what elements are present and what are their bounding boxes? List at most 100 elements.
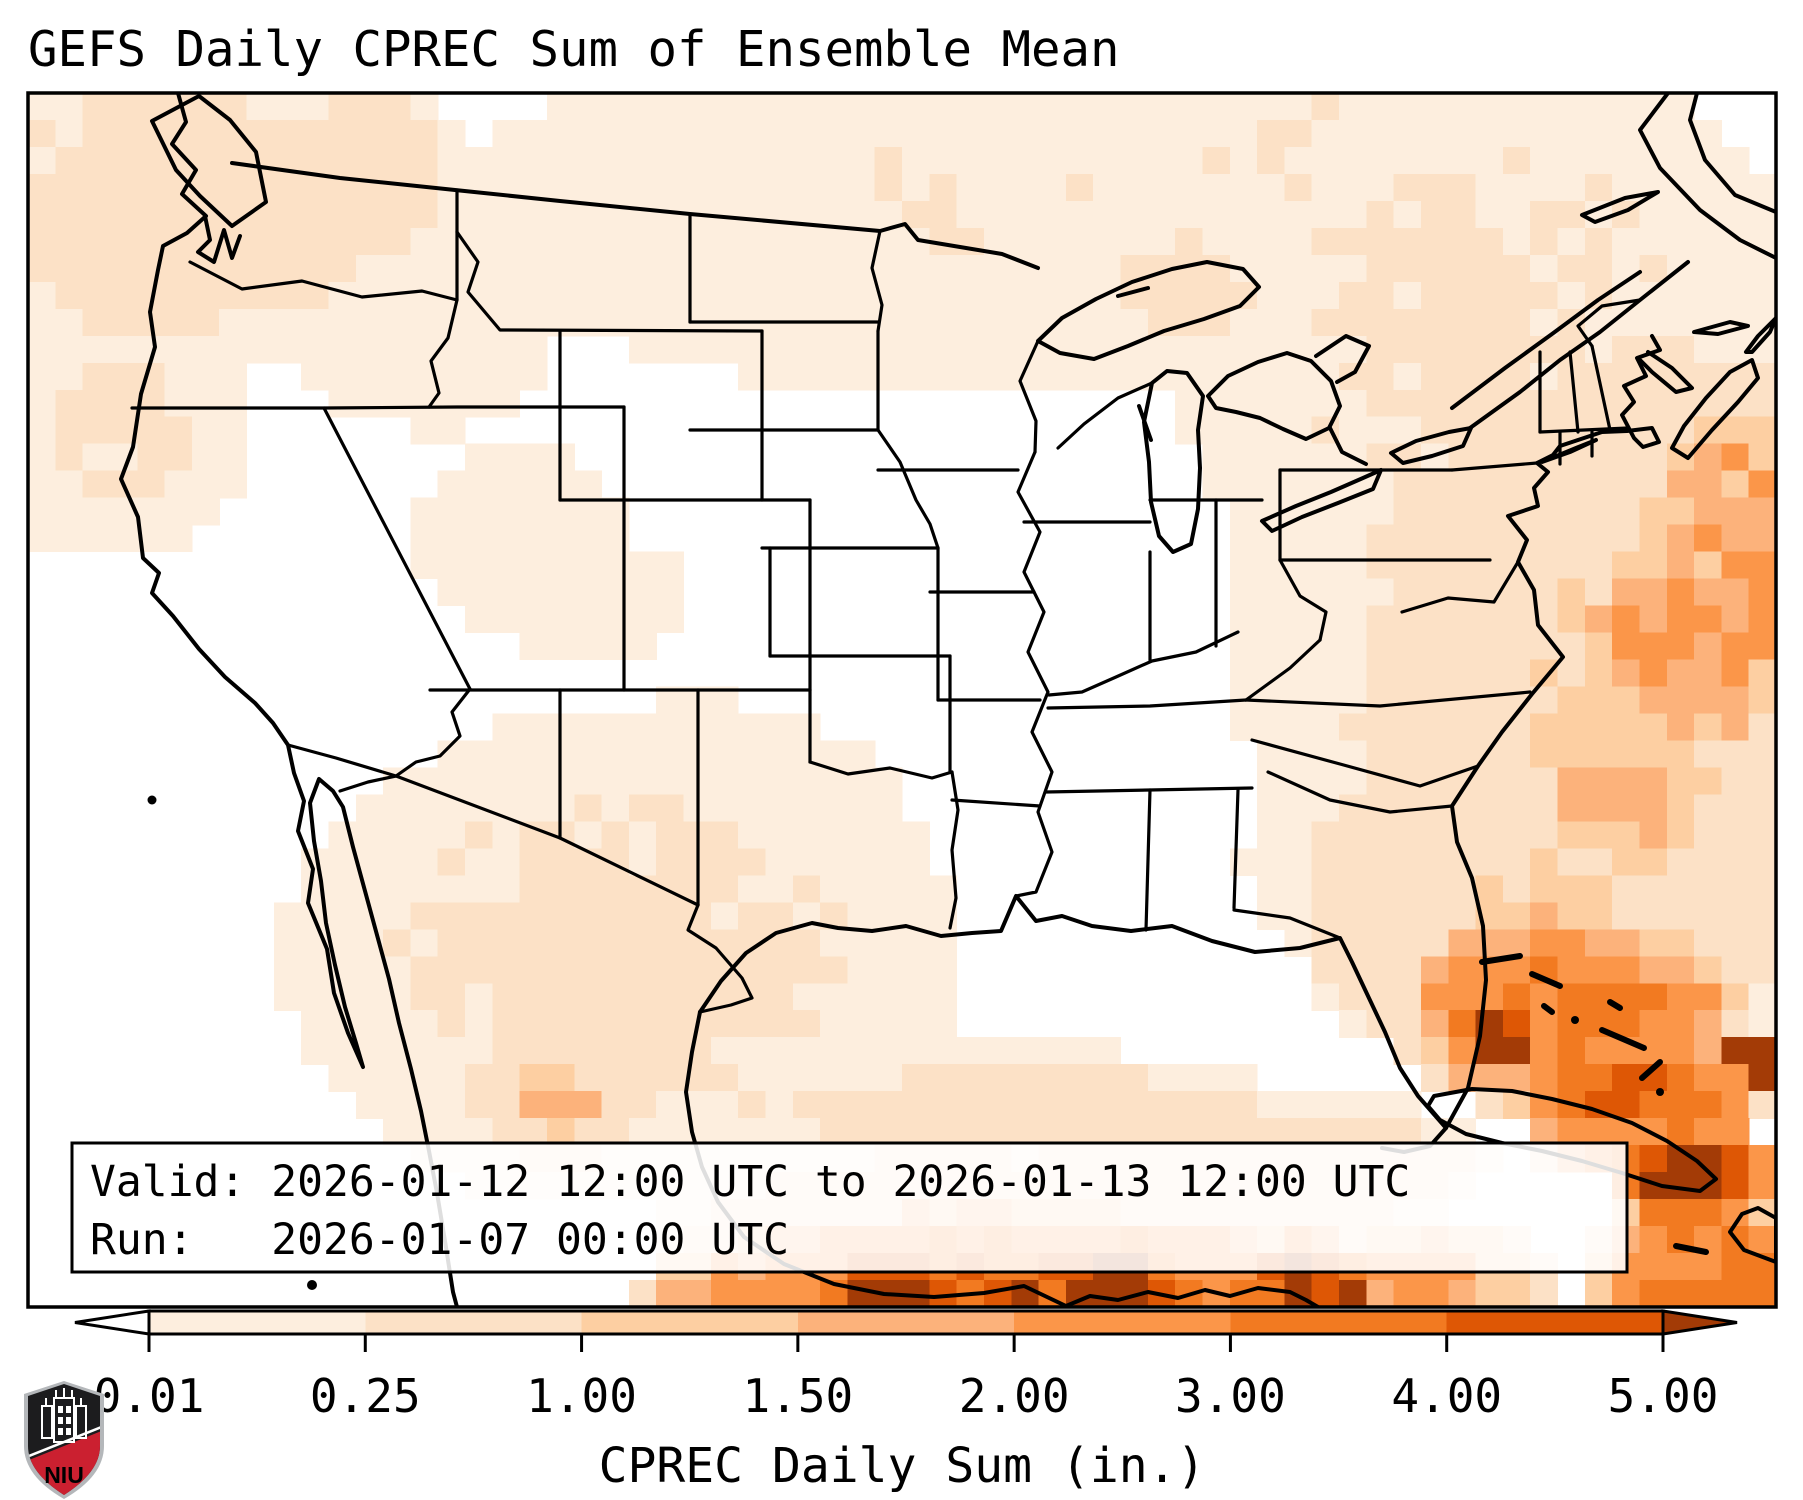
precip-cell [383,254,411,283]
precip-cell [1666,902,1695,930]
precip-cell [1393,902,1422,930]
precip-cell [1721,1253,1750,1281]
precip-cell [1557,605,1586,634]
hispaniola [1728,1206,1776,1264]
precip-cell [273,902,302,930]
precip-cell [164,470,193,499]
precip-cell [1557,1118,1586,1146]
precip-cell [1475,821,1504,849]
precip-cell [1393,362,1422,391]
precip-cell [1202,416,1231,445]
precip-cell [847,902,876,930]
precip-cell [874,767,903,795]
precip-cell [55,524,84,553]
precip-cell [1694,767,1722,795]
precip-cell [1694,524,1722,553]
precip-cell [1448,713,1477,742]
precip-cell [546,524,575,553]
precip-cell [710,713,739,742]
precip-cell [1120,93,1149,121]
precip-cell [1448,821,1477,849]
precip-cell [1038,200,1067,229]
precip-cell [1557,686,1586,715]
precip-cell [164,335,193,364]
precip-cell [1448,902,1477,930]
precip-cell [1612,848,1640,876]
precip-cell [1721,794,1750,822]
precip-cell [656,335,685,364]
precip-cell [1475,227,1504,256]
precip-cell [1311,713,1340,742]
precip-cell [1666,1118,1695,1146]
precip-cell [1475,497,1504,526]
precip-cell [902,875,930,903]
precip-cell [109,308,138,337]
precip-cell [410,956,439,984]
precip-cell [1612,227,1640,256]
precip-cell [847,200,876,229]
precip-cell [1038,1118,1067,1146]
precip-cell [1420,821,1449,849]
jamaica [1673,1243,1709,1255]
precip-cell [355,173,384,202]
precip-cell [546,147,575,175]
precip-cell [1666,875,1695,903]
precip-cell [1393,281,1422,310]
precip-cell [328,1064,357,1092]
precip-cell [1311,147,1340,175]
precip-cell [1694,794,1722,822]
precip-cell [1721,1064,1750,1092]
precip-cell [492,147,521,175]
precip-cell [1584,524,1613,553]
colorbar-segment [1230,1311,1448,1334]
precip-cell [109,93,138,121]
precip-cell [191,443,220,472]
precip-cell [219,147,248,175]
precip-cell [1748,929,1776,957]
precip-cell [1502,470,1531,499]
precip-cell [820,983,848,1011]
precip-cell [1257,173,1285,202]
precip-cell [820,200,848,229]
precip-cell [929,254,958,283]
precip-cell [1557,227,1586,256]
precip-cell [301,1010,329,1038]
precip-cell [1366,551,1395,580]
precip-cell [546,93,575,121]
precip-cell [1202,443,1231,472]
precip-cell [1366,120,1395,148]
precip-cell [1420,200,1449,229]
precip-cell [874,1064,903,1092]
precip-cell [301,147,329,175]
precip-cell [1694,902,1722,930]
precip-cell [628,1091,657,1119]
precip-cell [1694,1145,1722,1173]
precip-cell [847,740,876,769]
precip-cell [628,929,657,957]
precip-cell [1694,254,1722,283]
precip-cell [1557,1010,1586,1038]
precip-cell [519,1118,548,1146]
precip-cell [492,1010,521,1038]
precip-cell [301,93,329,121]
precip-cell [874,956,903,984]
precip-cell [1639,1280,1668,1307]
precip-cell [219,443,248,472]
precip-cell [710,848,739,876]
colorbar-segment [1014,1311,1231,1334]
precip-cell [1093,200,1122,229]
vancouver-island [150,94,268,228]
precip-cell [1065,1118,1094,1146]
precip-cell [164,389,193,418]
precip-cell [1448,173,1477,202]
precip-cell [465,983,493,1011]
precip-cell [1366,254,1395,283]
precip-cell [847,120,876,148]
precip-cell [929,173,958,202]
precip-cell [874,1010,903,1038]
precip-cell [273,200,302,229]
precip-cell [983,93,1012,121]
precip-cell [820,929,848,957]
precip-cell [1038,1064,1067,1092]
precip-cell [1694,659,1722,688]
